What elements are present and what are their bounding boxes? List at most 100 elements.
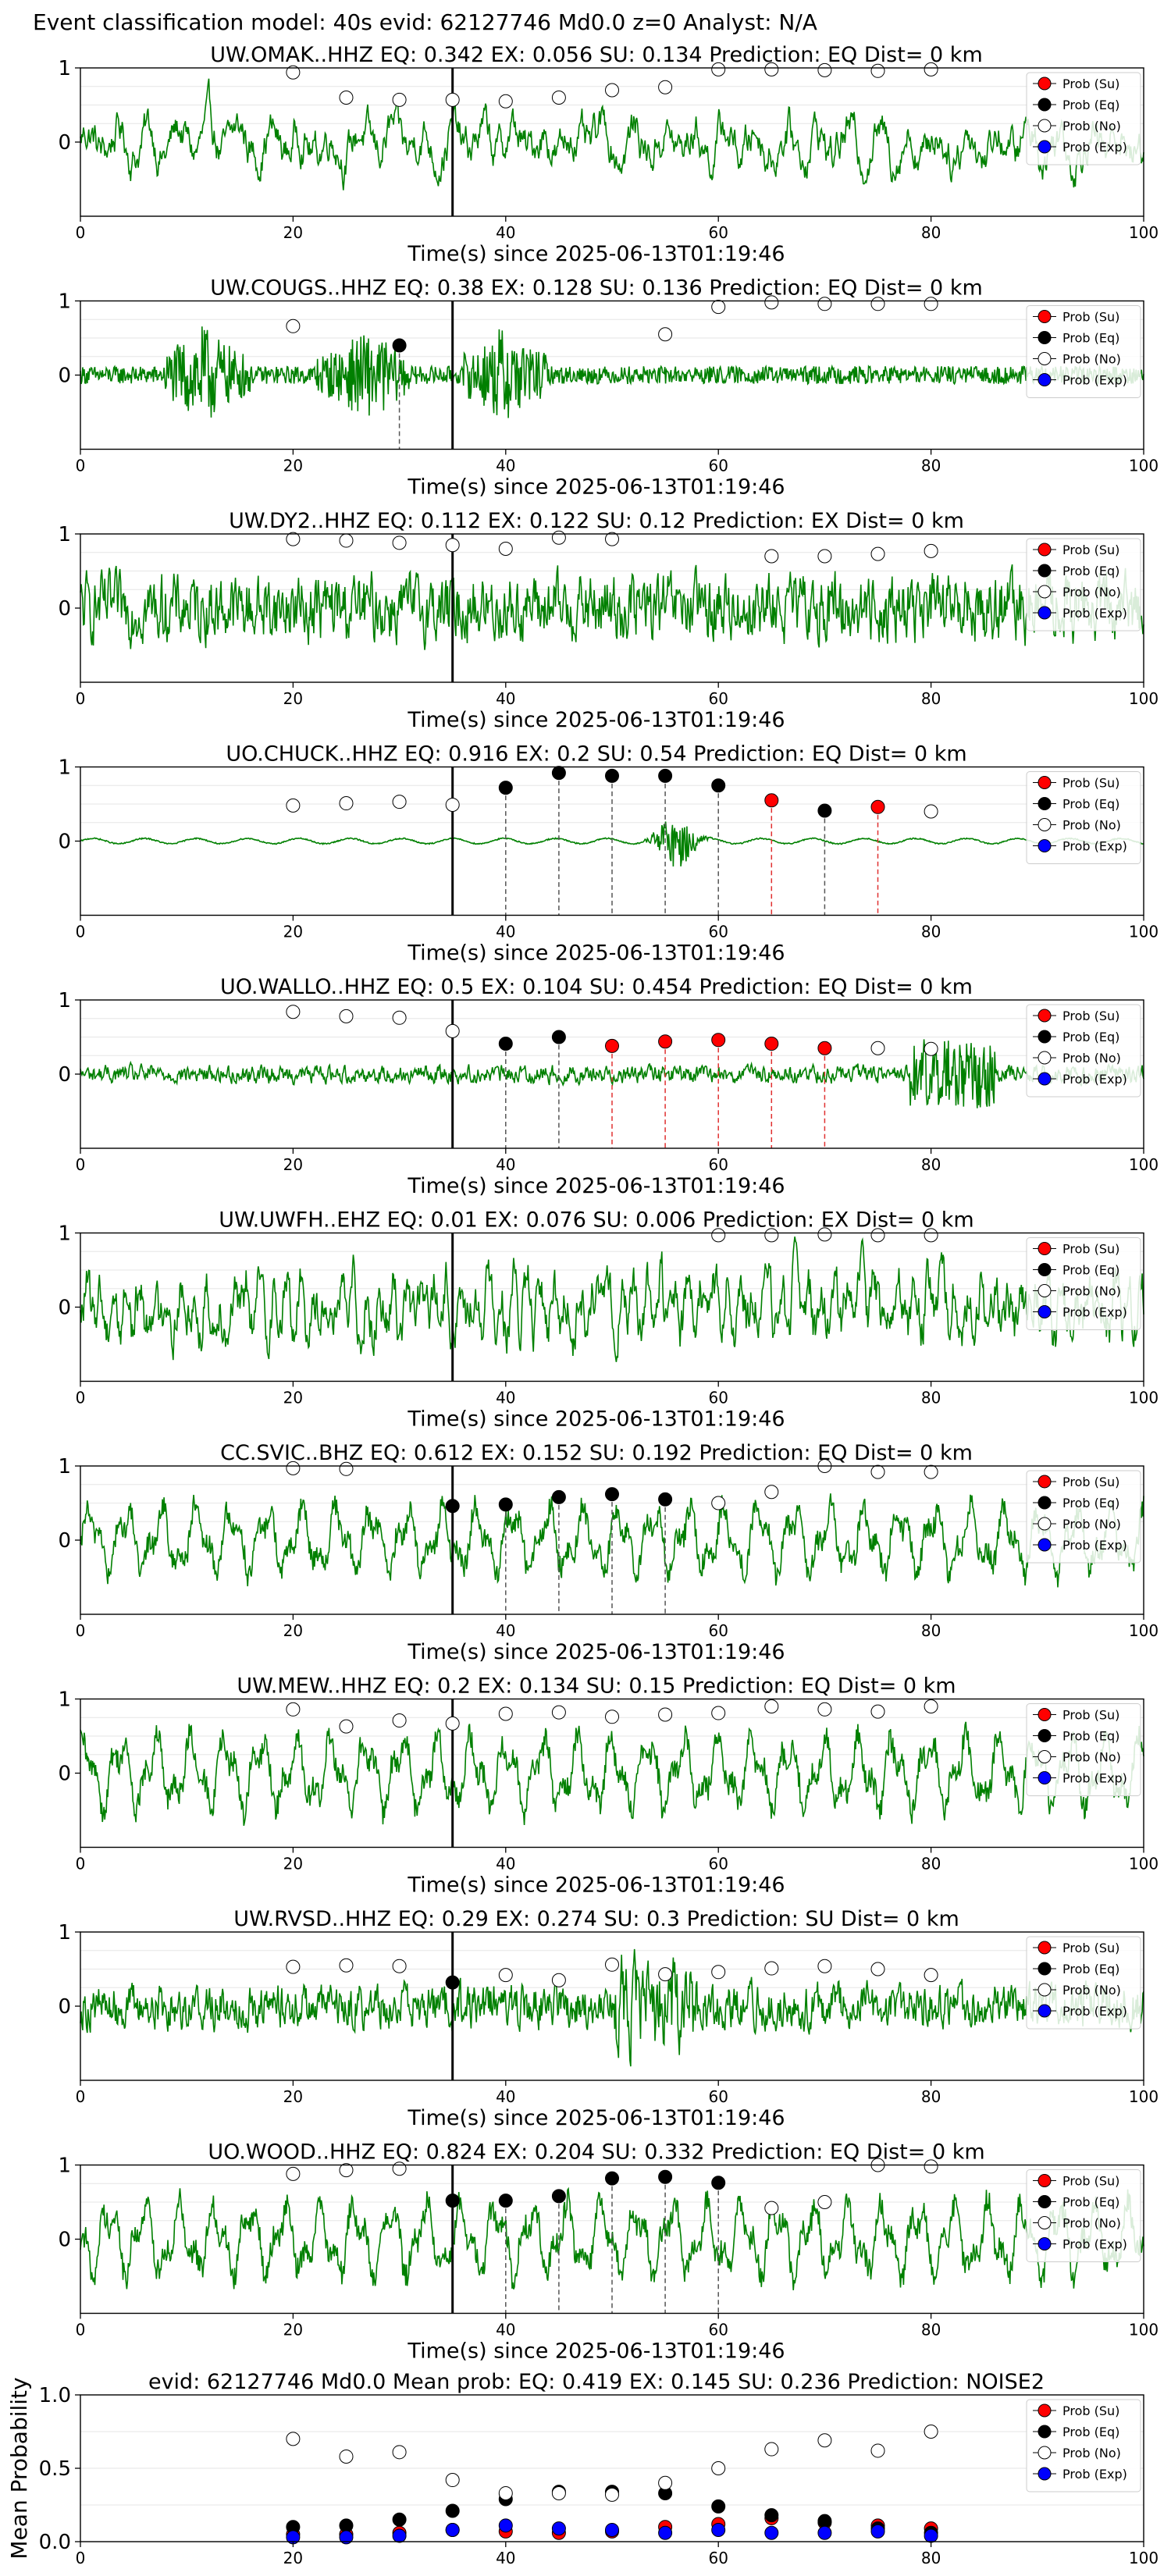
legend-marker bbox=[1038, 373, 1052, 386]
y-tick-label: 0 bbox=[58, 1063, 71, 1087]
legend-label: Prob (Su) bbox=[1062, 1475, 1119, 1489]
x-axis-label: Time(s) since 2025-06-13T01:19:46 bbox=[407, 1640, 785, 1664]
x-axis-label: Time(s) since 2025-06-13T01:19:46 bbox=[407, 708, 785, 732]
y-tick-label: 0 bbox=[58, 2229, 71, 2252]
probability-marker bbox=[817, 1959, 832, 1973]
y-tick-label: 0 bbox=[58, 1297, 71, 1320]
probability-marker bbox=[286, 798, 301, 813]
probability-marker bbox=[870, 1228, 885, 1243]
panel-title: UW.COUGS..HHZ EQ: 0.38 EX: 0.128 SU: 0.1… bbox=[210, 276, 983, 301]
legend-label: Prob (Exp) bbox=[1062, 2237, 1127, 2252]
x-tick-label: 0 bbox=[76, 689, 86, 708]
mean-prob-point bbox=[764, 2442, 779, 2457]
y-tick-label: 0.0 bbox=[39, 2531, 71, 2554]
legend-marker bbox=[1038, 1750, 1052, 1763]
mean-prob-point bbox=[286, 2432, 301, 2446]
x-tick-label: 60 bbox=[708, 923, 728, 941]
x-tick-label: 0 bbox=[76, 1621, 86, 1640]
mean-prob-point bbox=[870, 2443, 885, 2458]
legend-marker bbox=[1038, 1475, 1052, 1489]
station-panel: UW.UWFH..EHZ EQ: 0.01 EX: 0.076 SU: 0.00… bbox=[58, 1208, 1159, 1432]
x-tick-label: 100 bbox=[1129, 923, 1159, 941]
mean-prob-point bbox=[924, 2425, 938, 2439]
mean-prob-point bbox=[339, 2449, 354, 2464]
x-tick-label: 0 bbox=[76, 457, 86, 475]
legend-marker bbox=[1038, 1538, 1052, 1552]
probability-marker bbox=[551, 1489, 566, 1504]
x-tick-label: 100 bbox=[1129, 1389, 1159, 1407]
panel-title: UO.WOOD..HHZ EQ: 0.824 EX: 0.204 SU: 0.3… bbox=[208, 2140, 984, 2165]
x-tick-label: 100 bbox=[1129, 1855, 1159, 1873]
y-tick-label: 0 bbox=[58, 1995, 71, 2019]
x-tick-label: 60 bbox=[708, 689, 728, 708]
probability-marker bbox=[392, 1959, 407, 1973]
legend-marker bbox=[1038, 818, 1052, 831]
legend-marker bbox=[1038, 839, 1052, 852]
mean-prob-point bbox=[605, 2487, 619, 2502]
probability-marker bbox=[286, 1005, 301, 1019]
mean-prob-point bbox=[392, 2512, 407, 2527]
probability-marker bbox=[658, 2169, 673, 2184]
legend-label: Prob (No) bbox=[1062, 352, 1121, 367]
x-tick-label: 0 bbox=[76, 1389, 86, 1407]
x-tick-label: 80 bbox=[921, 457, 941, 475]
x-axis-label: Time(s) since 2025-06-13T01:19:46 bbox=[407, 941, 785, 966]
probability-marker bbox=[924, 1968, 938, 1983]
probability-marker bbox=[764, 793, 779, 808]
x-tick-label: 40 bbox=[496, 923, 515, 941]
panels: UW.OMAK..HHZ EQ: 0.342 EX: 0.056 SU: 0.1… bbox=[6, 43, 1159, 2567]
legend-marker bbox=[1038, 1051, 1052, 1065]
x-tick-label: 100 bbox=[1129, 1155, 1159, 1174]
probability-marker bbox=[392, 1010, 407, 1025]
x-axis-label: Time(s) since 2025-06-13T01:19:46 bbox=[407, 1174, 785, 1198]
probability-marker bbox=[445, 797, 460, 812]
probability-marker bbox=[286, 318, 301, 333]
probability-marker bbox=[764, 1699, 779, 1713]
legend-marker bbox=[1038, 1030, 1052, 1044]
y-tick-label: 1.0 bbox=[39, 2384, 71, 2407]
x-axis-label: Time(s) since 2025-06-13T01:19:46 bbox=[407, 475, 785, 500]
mean-prob-point bbox=[392, 2445, 407, 2460]
x-tick-label: 0 bbox=[76, 1155, 86, 1174]
x-tick-label: 40 bbox=[496, 2549, 515, 2567]
legend-marker bbox=[1038, 1941, 1052, 1955]
legend-label: Prob (No) bbox=[1062, 2216, 1121, 2231]
probability-marker bbox=[286, 532, 301, 546]
x-tick-label: 80 bbox=[921, 689, 941, 708]
y-tick-label: 1 bbox=[58, 756, 71, 780]
x-tick-label: 20 bbox=[283, 2321, 303, 2339]
probability-marker bbox=[392, 535, 407, 550]
probability-marker bbox=[711, 300, 726, 315]
y-tick-label: 0 bbox=[58, 831, 71, 854]
probability-marker bbox=[339, 533, 354, 548]
x-tick-label: 40 bbox=[496, 1855, 515, 1873]
x-tick-label: 20 bbox=[283, 923, 303, 941]
probability-marker bbox=[711, 1228, 726, 1243]
mean-prob-point bbox=[870, 2524, 885, 2539]
legend-marker bbox=[1038, 2237, 1052, 2250]
probability-marker bbox=[392, 2161, 407, 2176]
legend-box bbox=[1026, 305, 1141, 398]
probability-marker bbox=[445, 1975, 460, 1990]
y-tick-label: 0 bbox=[58, 597, 71, 621]
probability-marker bbox=[924, 1464, 938, 1479]
legend-marker bbox=[1038, 2004, 1052, 2018]
figure-suptitle: Event classification model: 40s evid: 62… bbox=[33, 9, 817, 35]
probability-marker bbox=[870, 1704, 885, 1719]
probability-marker bbox=[924, 62, 938, 76]
mean-prob-point bbox=[605, 2522, 619, 2537]
x-tick-label: 20 bbox=[283, 2087, 303, 2106]
probability-marker bbox=[286, 65, 301, 80]
legend-box bbox=[1026, 1936, 1141, 2030]
legend-label: Prob (Su) bbox=[1062, 776, 1119, 791]
legend-marker bbox=[1038, 1962, 1052, 1976]
x-axis-label: Time(s) since 2025-06-13T01:19:46 bbox=[407, 1873, 785, 1898]
x-tick-label: 80 bbox=[921, 1855, 941, 1873]
legend-marker bbox=[1038, 1771, 1052, 1784]
legend-label: Prob (Eq) bbox=[1062, 564, 1119, 578]
probability-marker bbox=[764, 295, 779, 310]
x-tick-label: 20 bbox=[283, 1621, 303, 1640]
probability-marker bbox=[764, 1961, 779, 1976]
probability-marker bbox=[817, 1702, 832, 1717]
x-tick-label: 100 bbox=[1129, 2321, 1159, 2339]
